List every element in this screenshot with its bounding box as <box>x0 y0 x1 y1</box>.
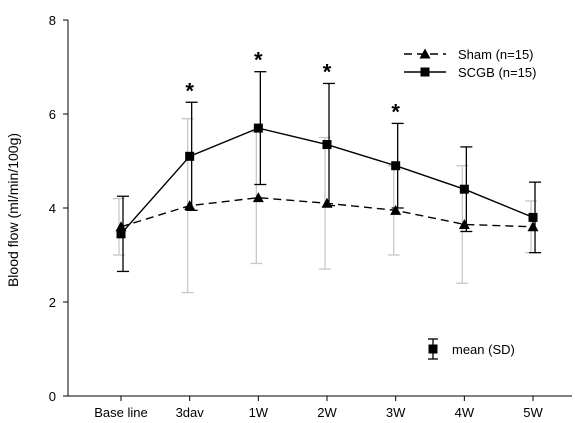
square-marker <box>420 67 430 77</box>
significance-star: * <box>391 99 400 124</box>
legend-label: Sham (n=15) <box>458 47 534 62</box>
x-tick-label: 3dav <box>176 405 205 420</box>
significance-star: * <box>185 78 194 103</box>
x-tick-label: 5W <box>523 405 543 420</box>
triangle-marker <box>252 192 264 203</box>
significance-markers: * * * * <box>185 48 400 125</box>
legend: Sham (n=15) SCGB (n=15) mean (SD) <box>404 47 536 360</box>
y-tick-label: 6 <box>49 107 56 122</box>
triangle-marker <box>419 48 431 59</box>
triangle-marker <box>458 218 470 229</box>
x-tick-label: 4W <box>455 405 475 420</box>
x-tick-label: 1W <box>249 405 269 420</box>
triangle-marker <box>321 197 333 208</box>
y-tick-label: 2 <box>49 295 56 310</box>
error-bars <box>113 71 542 294</box>
triangle-marker <box>527 221 539 232</box>
square-marker <box>322 140 332 150</box>
triangle-marker <box>390 204 402 215</box>
axes: 0 2 4 6 8 Base line 3dav 1W 2W 3W 4W 5W <box>49 13 572 420</box>
square-marker <box>391 161 401 171</box>
y-axis-label: Blood flow (ml/min/100g) <box>5 133 21 287</box>
square-marker <box>459 184 469 194</box>
significance-star: * <box>254 48 263 73</box>
legend-mean-marker <box>428 344 438 354</box>
triangle-marker <box>115 221 127 232</box>
x-tick-label: 2W <box>317 405 337 420</box>
y-tick-label: 4 <box>49 201 56 216</box>
legend-errorbar-label: mean (SD) <box>452 342 515 357</box>
legend-label: SCGB (n=15) <box>458 65 536 80</box>
y-tick-label: 8 <box>49 13 56 28</box>
series-markers <box>115 123 539 239</box>
square-marker <box>253 123 263 133</box>
square-marker <box>528 212 538 222</box>
x-tick-label: 3W <box>386 405 406 420</box>
square-marker <box>116 229 126 239</box>
square-marker <box>185 151 195 161</box>
triangle-marker <box>184 200 196 211</box>
x-tick-label: Base line <box>94 405 147 420</box>
significance-star: * <box>323 59 332 84</box>
y-tick-label: 0 <box>49 389 56 404</box>
